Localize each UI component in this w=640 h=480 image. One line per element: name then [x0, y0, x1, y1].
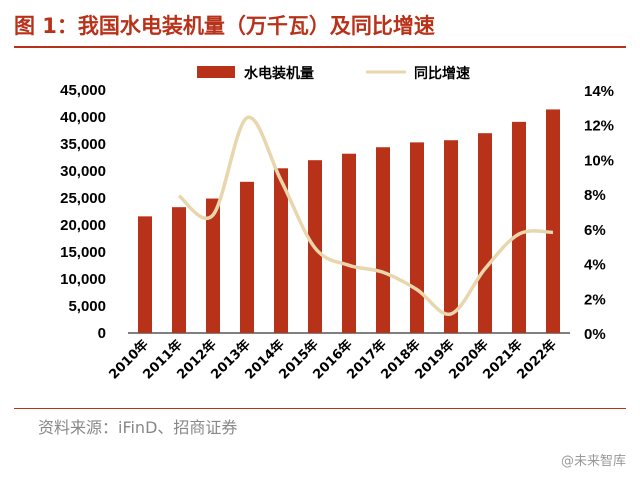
left-tick-label: 30,000	[60, 163, 106, 180]
title-rule	[14, 46, 626, 48]
right-tick-label: 8%	[584, 187, 606, 204]
legend-label-line: 同比增速	[414, 65, 470, 82]
watermark: @未来智库	[560, 454, 626, 469]
right-tick-label: 2%	[584, 291, 606, 308]
left-tick-label: 0	[98, 325, 106, 342]
right-tick-label: 12%	[584, 118, 614, 135]
right-tick-label: 6%	[584, 222, 606, 239]
left-axis-ticks: 0 5,000 10,000 15,000 20,000 25,000 30,000 35,0…	[60, 82, 106, 342]
bar-2018年	[410, 142, 424, 333]
footer-rule	[14, 408, 626, 409]
right-tick-label: 14%	[584, 83, 614, 100]
left-tick-label: 40,000	[60, 109, 106, 126]
bar-2017年	[376, 147, 390, 333]
bar-2010年	[138, 216, 152, 333]
bar-2012年	[206, 198, 220, 333]
figure-title: 图 1：我国水电装机量（万千瓦）及同比增速	[14, 14, 435, 38]
bar-2021年	[512, 121, 526, 333]
bar-2022年	[546, 109, 560, 333]
bar-2014年	[274, 168, 288, 333]
growth-line	[177, 115, 554, 316]
bar-2011年	[172, 207, 186, 333]
right-tick-label: 10%	[584, 152, 614, 169]
bar-2019年	[444, 140, 458, 333]
right-axis-ticks: 0% 2% 4% 6% 8% 10% 12% 14%	[584, 83, 614, 343]
x-axis-ticks: 2010年2011年2012年2013年2014年2015年2016年2017年…	[106, 337, 560, 383]
left-tick-label: 20,000	[60, 217, 106, 234]
chart-legend: 水电装机量 同比增速	[197, 65, 470, 82]
right-tick-label: 4%	[584, 257, 606, 274]
bar-2013年	[240, 181, 254, 333]
left-tick-label: 45,000	[60, 82, 106, 99]
bar-series	[138, 109, 560, 333]
left-tick-label: 5,000	[68, 298, 106, 315]
source-note: 资料来源：iFinD、招商证券	[38, 418, 238, 437]
left-tick-label: 25,000	[60, 190, 106, 207]
left-tick-label: 35,000	[60, 136, 106, 153]
legend-swatch-bar	[197, 66, 235, 78]
line-series	[177, 115, 554, 316]
left-tick-label: 10,000	[60, 271, 106, 288]
legend-label-bar: 水电装机量	[244, 65, 314, 82]
right-tick-label: 0%	[584, 326, 606, 343]
left-tick-label: 15,000	[60, 244, 106, 261]
bar-2020年	[478, 133, 492, 333]
bar-2016年	[342, 153, 356, 333]
